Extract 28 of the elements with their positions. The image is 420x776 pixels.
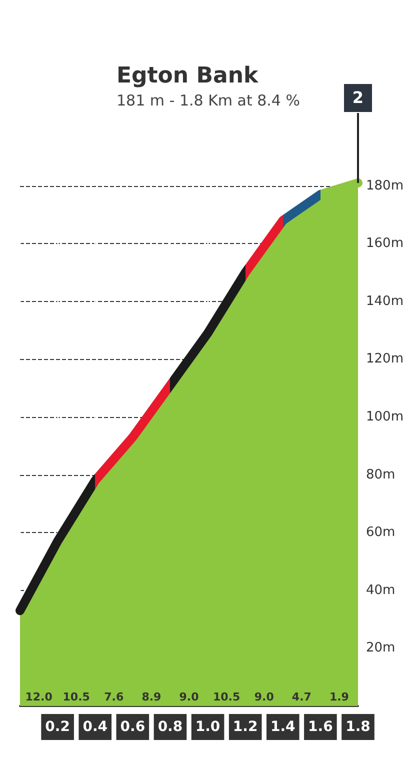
y-tick-label: 140m [366,294,404,309]
y-tick-label: 120m [366,352,404,367]
annotation: 4.7 [292,690,312,704]
chart-subtitle: 181 m - 1.8 Km at 8.4 % [116,92,300,110]
annotation: 10.5 [212,690,240,704]
annotation: 12.0 [25,690,53,704]
annotation: 8.9 [142,690,162,704]
x-tick-label: 0.4 [82,719,108,735]
x-tick-label: 1.6 [308,719,333,735]
y-tick-label: 60m [366,525,396,540]
annotation: 9.0 [179,690,200,704]
annotation: 1.9 [329,690,349,704]
x-tick-label: 1.4 [270,719,296,735]
y-tick-label: 100m [366,409,404,424]
x-tick-label: 1.0 [195,719,220,735]
annotation: 7.6 [104,690,124,704]
annotation: 10.5 [62,690,90,704]
y-tick-label: 20m [366,640,396,656]
y-tick-label: 80m [366,467,396,482]
x-tick-label: 0.2 [45,719,70,735]
y-tick-label: 160m [366,236,404,252]
x-tick-label: 0.6 [120,719,146,735]
y-tick-label: 40m [366,582,396,598]
annotation: 9.0 [254,690,274,704]
x-tick-label: 0.8 [158,719,183,735]
chart-title: Egton Bank [116,64,260,88]
x-tick-label: 1.8 [346,719,370,735]
x-tick-label: 1.2 [232,719,258,735]
